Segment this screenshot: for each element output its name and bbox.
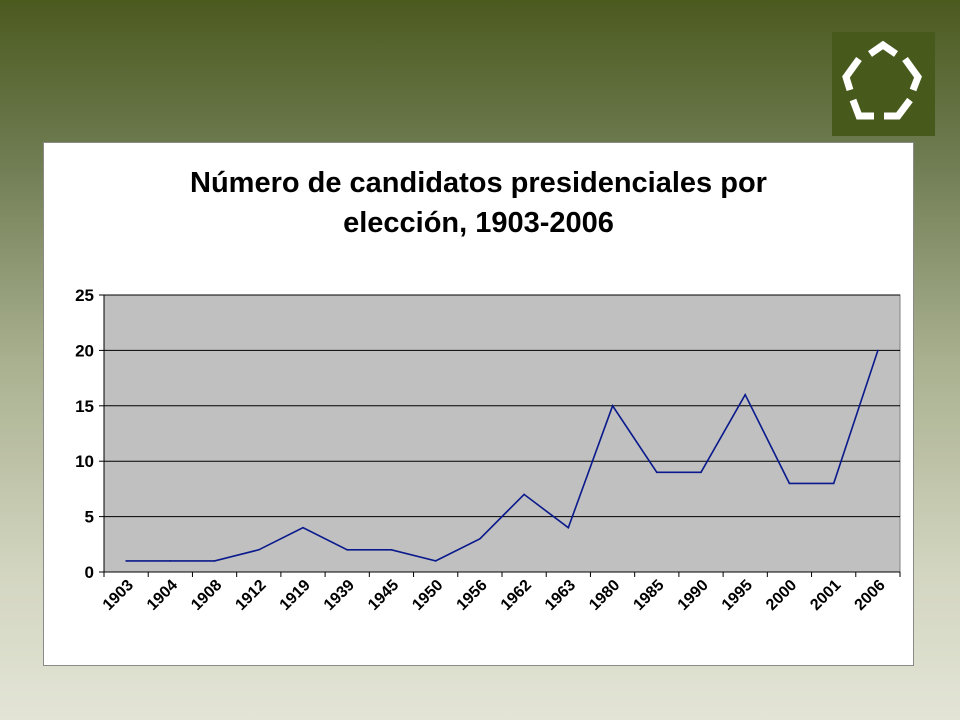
x-tick-label-1962: 1962 xyxy=(498,577,535,614)
data-point-1908 xyxy=(213,560,216,562)
x-tick-label-1939: 1939 xyxy=(321,577,358,614)
data-point-1939 xyxy=(346,549,349,551)
data-point-1903 xyxy=(125,560,127,562)
x-tick-label-2001: 2001 xyxy=(807,577,844,614)
chart-title-line-2: elección, 1903-2006 xyxy=(343,207,614,239)
data-point-1980 xyxy=(611,405,614,407)
data-point-1950 xyxy=(434,560,437,562)
x-tick-label-1908: 1908 xyxy=(188,577,225,614)
x-tick-label-1995: 1995 xyxy=(719,577,756,614)
x-tick-label-1912: 1912 xyxy=(232,577,269,614)
y-tick-label-0: 0 xyxy=(85,563,94,582)
chart-title: Número de candidatos presidenciales por … xyxy=(44,163,913,243)
data-point-1912 xyxy=(257,549,260,551)
x-tick-label-1903: 1903 xyxy=(100,577,137,614)
x-tick-label-1963: 1963 xyxy=(542,577,579,614)
series-line-0 xyxy=(126,350,879,562)
x-tick-label-1945: 1945 xyxy=(365,577,402,614)
data-point-1995 xyxy=(744,393,747,396)
pentagon-logo-icon xyxy=(842,40,922,120)
x-tick-label-1980: 1980 xyxy=(586,577,623,614)
data-point-2001 xyxy=(832,482,835,485)
data-point-1990 xyxy=(700,471,702,474)
chart-title-line-1: Número de candidatos presidenciales por xyxy=(190,167,767,199)
x-tick-label-1904: 1904 xyxy=(144,577,181,614)
x-tick-label-2006: 2006 xyxy=(852,577,889,614)
y-tick-label-25: 25 xyxy=(75,286,94,305)
x-tick-label-1956: 1956 xyxy=(454,577,491,614)
data-point-1956 xyxy=(479,537,481,540)
logo xyxy=(832,32,935,136)
plot-area xyxy=(103,294,901,573)
data-point-2000 xyxy=(788,482,791,485)
data-point-1985 xyxy=(655,471,658,474)
data-point-1919 xyxy=(302,526,304,529)
y-tick-label-5: 5 xyxy=(85,508,94,527)
x-tick-label-1950: 1950 xyxy=(409,577,446,614)
data-point-2006 xyxy=(877,349,879,352)
data-point-1962 xyxy=(523,493,525,496)
y-tick-label-20: 20 xyxy=(75,341,94,360)
y-tick-label-10: 10 xyxy=(75,452,94,471)
chart-frame: Número de candidatos presidenciales por … xyxy=(43,142,914,666)
data-point-1963 xyxy=(567,526,570,529)
data-point-1945 xyxy=(390,549,393,551)
x-tick-label-1985: 1985 xyxy=(630,577,667,614)
x-tick-label-1990: 1990 xyxy=(675,577,712,614)
y-tick-label-15: 15 xyxy=(75,397,94,416)
x-tick-label-2000: 2000 xyxy=(763,577,800,614)
data-point-1904 xyxy=(169,560,172,562)
x-tick-label-1919: 1919 xyxy=(277,577,314,614)
